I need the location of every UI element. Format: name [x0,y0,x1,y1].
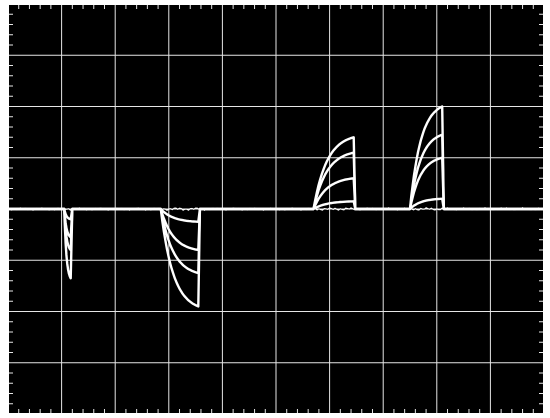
trace-group [6,105,546,308]
screen-border [7,3,545,415]
baseline-trace [7,206,545,212]
